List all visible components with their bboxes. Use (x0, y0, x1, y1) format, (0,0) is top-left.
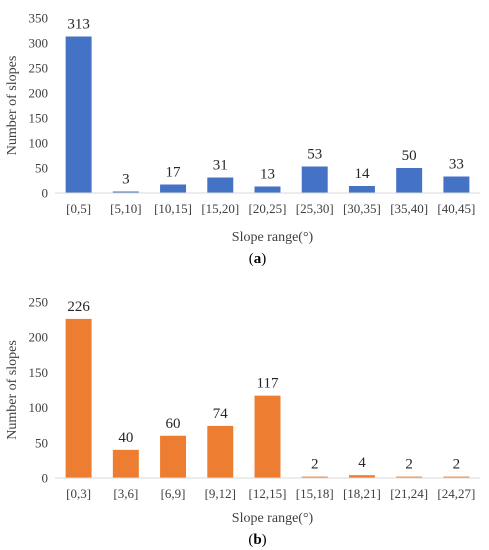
data-label: 313 (67, 17, 90, 33)
x-tick-label: [30,35] (343, 201, 381, 216)
y-axis-title: Number of slopes (5, 56, 20, 156)
data-label: 2 (405, 457, 413, 473)
x-tick-label: [20,25] (249, 201, 287, 216)
x-tick-label: [3,6] (113, 486, 138, 501)
x-tick-label: [6,9] (161, 486, 186, 501)
x-tick-label: [15,18] (296, 486, 334, 501)
x-tick-label: [0,5] (66, 201, 91, 216)
bar (254, 395, 281, 478)
x-tick-label: [18,21] (343, 486, 381, 501)
y-tick-label: 150 (29, 365, 49, 380)
data-label: 4 (358, 455, 366, 471)
x-tick-label: [9,12] (205, 486, 236, 501)
x-axis-title: Slope range(°) (232, 511, 314, 526)
bar (112, 449, 139, 478)
x-tick-label: [12,15] (249, 486, 287, 501)
bar (65, 36, 92, 193)
x-tick-label: [24,27] (437, 486, 475, 501)
x-tick-label: [0,3] (66, 486, 91, 501)
subfigure-caption: (b) (248, 532, 266, 548)
x-tick-label: [35,40] (390, 201, 428, 216)
data-label: 60 (166, 416, 181, 432)
subfigure-letter: a (254, 251, 262, 267)
y-tick-label: 300 (29, 36, 49, 51)
data-label: 33 (449, 157, 464, 173)
x-tick-label: [40,45] (437, 201, 475, 216)
y-tick-label: 200 (29, 330, 49, 345)
subfigure-caption: (a) (249, 251, 267, 267)
x-tick-label: [15,20] (201, 201, 239, 216)
bar (160, 184, 187, 193)
y-tick-label: 150 (29, 111, 49, 126)
data-label: 117 (257, 376, 279, 392)
y-tick-label: 350 (29, 11, 49, 26)
y-tick-label: 100 (29, 400, 49, 415)
x-tick-label: [25,30] (296, 201, 334, 216)
x-tick-label: [21,24] (390, 486, 428, 501)
data-label: 53 (307, 147, 322, 163)
y-tick-label: 0 (42, 186, 49, 201)
data-label: 50 (402, 148, 417, 164)
y-tick-label: 250 (29, 295, 49, 310)
x-tick-label: [10,15] (154, 201, 192, 216)
data-label: 2 (311, 457, 319, 473)
bar (396, 476, 423, 478)
y-tick-label: 0 (42, 471, 49, 486)
x-axis-title: Slope range(°) (232, 230, 314, 245)
data-label: 17 (166, 165, 182, 181)
data-label: 31 (213, 158, 228, 174)
bar (207, 177, 234, 193)
bar (160, 435, 187, 478)
data-label: 74 (213, 406, 229, 422)
y-tick-label: 200 (29, 86, 49, 101)
bar (207, 425, 234, 478)
data-label: 3 (122, 172, 130, 188)
y-tick-label: 50 (35, 435, 48, 450)
data-label: 2 (453, 457, 461, 473)
bar (348, 475, 375, 478)
bar (112, 191, 139, 193)
bar (301, 476, 328, 478)
bar (65, 318, 92, 478)
y-tick-label: 100 (29, 136, 49, 151)
bar (443, 176, 470, 193)
data-label: 226 (67, 299, 90, 315)
data-label: 13 (260, 167, 275, 183)
x-tick-label: [5,10] (110, 201, 141, 216)
bar (396, 168, 423, 193)
bar (301, 166, 328, 193)
data-label: 14 (354, 166, 370, 182)
bar (443, 476, 470, 478)
subfigure-letter: b (253, 532, 261, 548)
y-tick-label: 250 (29, 61, 49, 76)
y-tick-label: 50 (35, 161, 48, 176)
y-axis-title: Number of slopes (5, 340, 20, 440)
bar (254, 186, 281, 193)
data-label: 40 (118, 430, 133, 446)
bar (348, 186, 375, 193)
